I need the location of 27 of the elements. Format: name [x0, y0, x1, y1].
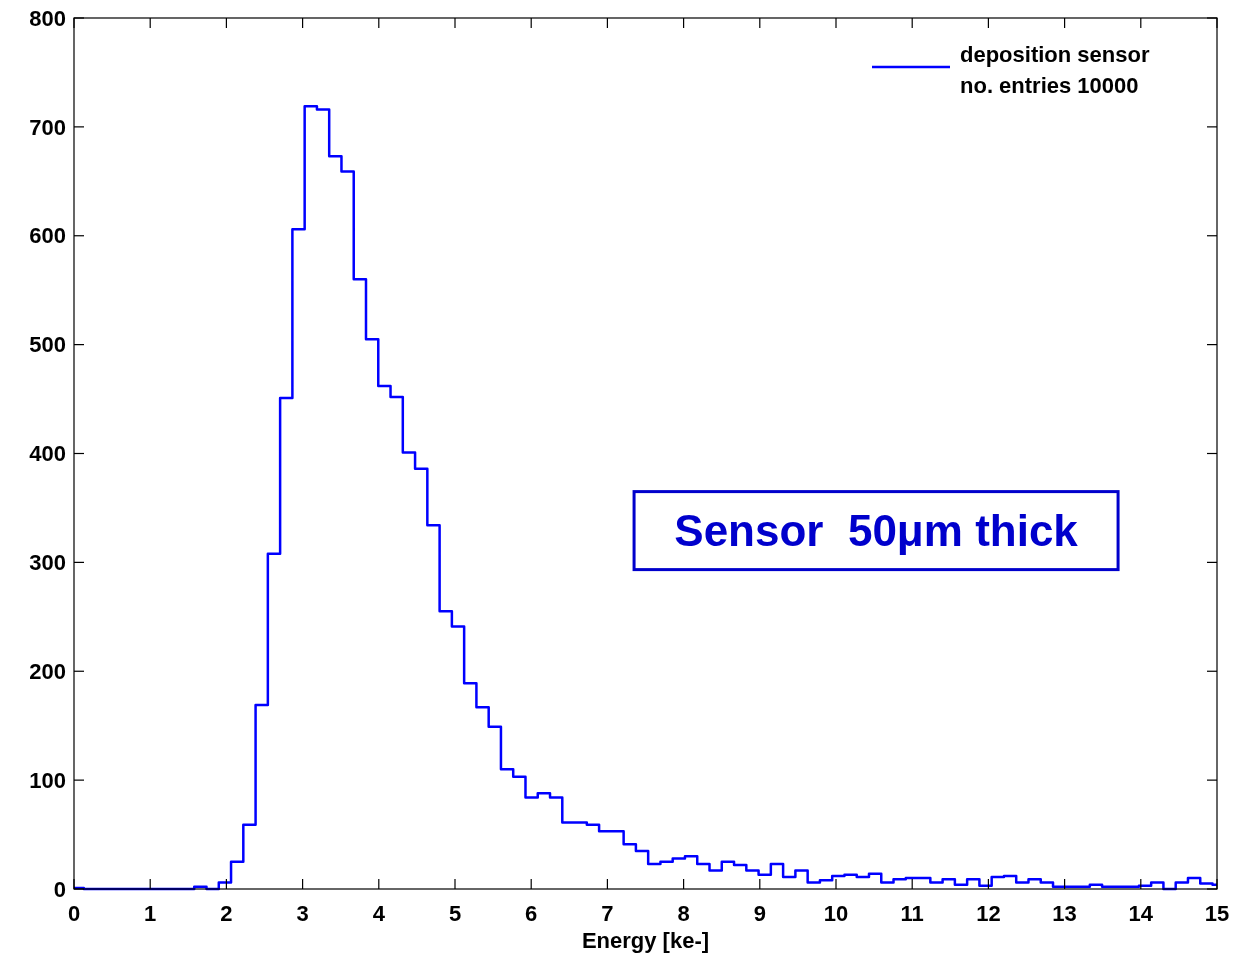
x-tick-label: 8 — [677, 901, 690, 926]
x-tick-label: 12 — [976, 901, 1001, 926]
x-tick-label: 4 — [372, 901, 386, 926]
x-tick-label: 2 — [220, 901, 233, 926]
y-tick-label: 400 — [29, 441, 66, 467]
x-tick-label: 11 — [900, 901, 924, 926]
y-tick-label: 500 — [29, 332, 66, 358]
x-axis-title: Energy [ke-] — [581, 928, 710, 953]
x-tick-label: 5 — [448, 901, 462, 926]
x-tick-label: 10 — [823, 901, 849, 926]
x-tick-label: 15 — [1204, 901, 1230, 926]
x-tick-label: 7 — [601, 901, 614, 926]
y-tick-label: 300 — [29, 550, 66, 576]
legend-label: deposition sensor no. entries 10000 — [960, 42, 1150, 98]
x-tick-label: 6 — [525, 901, 538, 926]
y-tick-label: 200 — [29, 658, 66, 684]
x-tick-label: 3 — [296, 901, 309, 926]
annotation: Sensor 50μm thick — [674, 505, 1079, 555]
y-tick-label: 600 — [29, 223, 66, 249]
x-tick-label: 14 — [1128, 901, 1154, 926]
y-tick-label: 100 — [29, 767, 66, 793]
y-tick-label: 0 — [53, 876, 66, 902]
x-tick-label: 9 — [753, 901, 766, 926]
y-tick-label: 700 — [29, 114, 66, 140]
x-tick-label: 13 — [1052, 901, 1077, 926]
x-tick-label: 1 — [144, 901, 157, 926]
y-tick-label: 800 — [29, 5, 66, 31]
